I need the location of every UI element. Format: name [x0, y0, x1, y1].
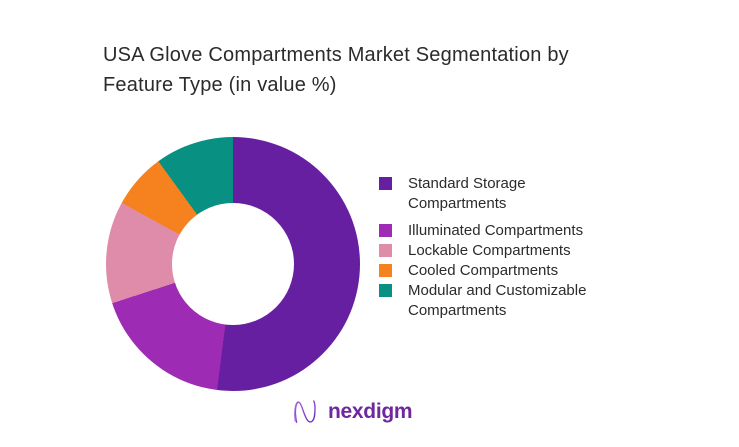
nexdigm-logo: nexdigm [291, 396, 413, 428]
legend-item-modular: Modular and Customizable Compartments [379, 281, 603, 321]
legend-label: Modular and Customizable Compartments [408, 282, 587, 319]
chart-legend: Standard Storage Compartments Illuminate… [379, 174, 603, 321]
legend-swatch [379, 264, 392, 277]
legend-label: Illuminated Compartments [408, 222, 584, 239]
nexdigm-n-icon [294, 400, 316, 423]
chart-title: USA Glove Compartments Market Segmentati… [103, 44, 569, 96]
nexdigm-logo-text: nexdigm [328, 400, 413, 423]
legend-label: Lockable Compartments [408, 242, 571, 259]
legend-item-illuminated: Illuminated Compartments [379, 221, 603, 241]
legend-item-standard-storage: Standard Storage Compartments [379, 174, 603, 214]
legend-swatch [379, 177, 392, 190]
donut-hole [172, 203, 294, 325]
legend-swatch [379, 244, 392, 257]
legend-label: Cooled Compartments [408, 262, 559, 279]
legend-swatch [379, 284, 392, 297]
donut-chart [106, 137, 360, 391]
legend-swatch [379, 224, 392, 237]
legend-item-lockable: Lockable Compartments [379, 241, 603, 261]
legend-item-cooled: Cooled Compartments [379, 261, 603, 281]
legend-label: Standard Storage Compartments [408, 175, 526, 212]
